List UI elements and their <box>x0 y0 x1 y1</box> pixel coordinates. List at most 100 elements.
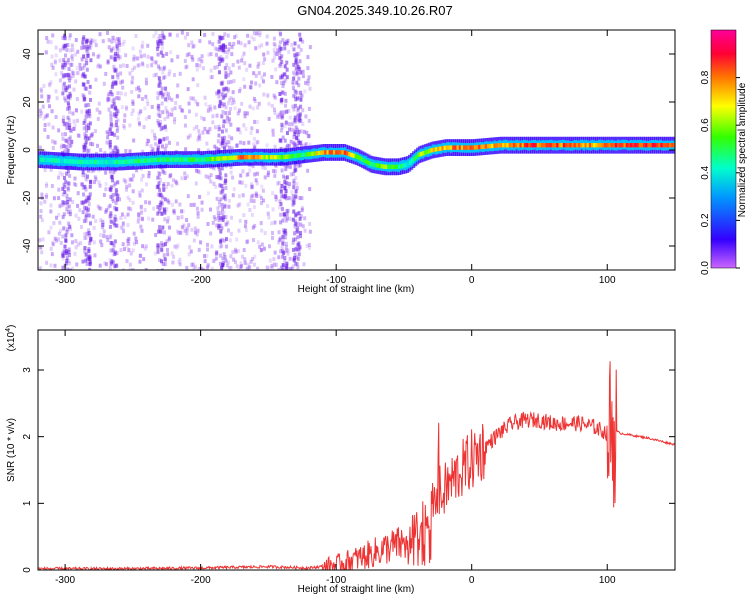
noise-point <box>115 128 119 133</box>
noise-point <box>159 90 163 95</box>
noise-point <box>178 105 182 110</box>
noise-point <box>75 109 79 114</box>
noise-point <box>185 64 189 69</box>
noise-point <box>63 190 67 195</box>
noise-point <box>131 189 135 194</box>
noise-point <box>143 207 147 212</box>
noise-point <box>211 42 215 47</box>
noise-point <box>54 89 58 94</box>
noise-point <box>46 39 50 44</box>
noise-point <box>108 235 112 240</box>
ridge-core <box>421 151 425 156</box>
noise-point <box>161 53 165 58</box>
noise-point <box>86 207 90 212</box>
noise-point <box>270 230 274 235</box>
ridge-core <box>645 143 649 148</box>
noise-point <box>39 265 43 270</box>
noise-point <box>158 122 162 127</box>
noise-point <box>195 67 199 72</box>
ridge-core <box>515 143 519 148</box>
ridge-core <box>107 159 111 165</box>
noise-point <box>162 242 166 247</box>
noise-point <box>213 125 217 130</box>
noise-point <box>255 181 259 186</box>
ridge-core <box>155 157 159 163</box>
noise-point <box>183 35 187 40</box>
noise-point <box>157 41 161 46</box>
noise-point <box>193 226 197 231</box>
noise-point <box>255 30 259 35</box>
noise-point <box>265 34 269 39</box>
noise-point <box>248 63 252 68</box>
noise-point <box>292 93 296 98</box>
noise-point <box>87 136 91 141</box>
noise-point <box>299 37 303 42</box>
noise-point <box>254 191 258 196</box>
x-tick-label: 0 <box>469 275 475 286</box>
ridge-core <box>200 157 204 162</box>
ridge-core <box>278 155 282 160</box>
noise-point <box>134 56 138 61</box>
noise-point <box>99 218 103 223</box>
noise-point <box>68 253 72 258</box>
noise-point <box>280 59 284 64</box>
noise-point <box>94 43 98 48</box>
noise-point <box>291 86 295 91</box>
noise-point <box>201 130 205 135</box>
noise-point <box>304 114 308 119</box>
noise-point <box>196 102 200 107</box>
noise-point <box>61 186 65 191</box>
noise-point <box>160 41 164 46</box>
ridge-core <box>259 155 263 160</box>
noise-point <box>273 144 277 149</box>
ridge-core <box>643 143 647 148</box>
noise-point <box>245 67 249 72</box>
noise-point <box>273 110 277 115</box>
ridge-core <box>48 158 52 163</box>
noise-point <box>165 109 169 114</box>
noise-point <box>44 183 48 188</box>
noise-point <box>125 64 129 69</box>
noise-point <box>238 89 242 94</box>
noise-point <box>90 38 94 43</box>
ridge-core <box>651 143 655 148</box>
noise-point <box>252 96 256 101</box>
noise-point <box>251 257 255 262</box>
noise-point <box>38 111 42 116</box>
noise-point <box>44 50 48 55</box>
noise-point <box>67 181 71 186</box>
noise-point <box>49 80 53 85</box>
noise-point <box>221 262 225 267</box>
noise-point <box>282 228 286 233</box>
noise-point <box>107 107 111 112</box>
noise-point <box>111 248 115 253</box>
ridge-core <box>211 156 215 162</box>
ridge-core <box>523 143 527 148</box>
noise-point <box>70 233 74 238</box>
noise-point <box>252 31 256 36</box>
noise-point <box>172 120 176 125</box>
noise-point <box>150 63 154 68</box>
noise-point <box>39 87 43 92</box>
noise-point <box>221 110 225 115</box>
noise-point <box>271 58 275 63</box>
noise-point <box>69 227 73 232</box>
noise-point <box>87 213 91 218</box>
noise-point <box>38 267 42 270</box>
ridge-core <box>59 158 63 164</box>
ridge-core <box>564 143 568 148</box>
noise-point <box>39 201 43 206</box>
noise-point <box>209 75 213 80</box>
noise-point <box>196 83 200 88</box>
noise-point <box>297 247 301 252</box>
noise-point <box>138 190 142 195</box>
noise-point <box>259 221 263 226</box>
noise-point <box>108 143 112 148</box>
noise-point <box>298 245 302 250</box>
noise-point <box>164 127 168 132</box>
noise-point <box>288 115 292 120</box>
noise-point <box>246 202 250 207</box>
ridge-core <box>601 143 605 148</box>
noise-point <box>262 92 266 97</box>
